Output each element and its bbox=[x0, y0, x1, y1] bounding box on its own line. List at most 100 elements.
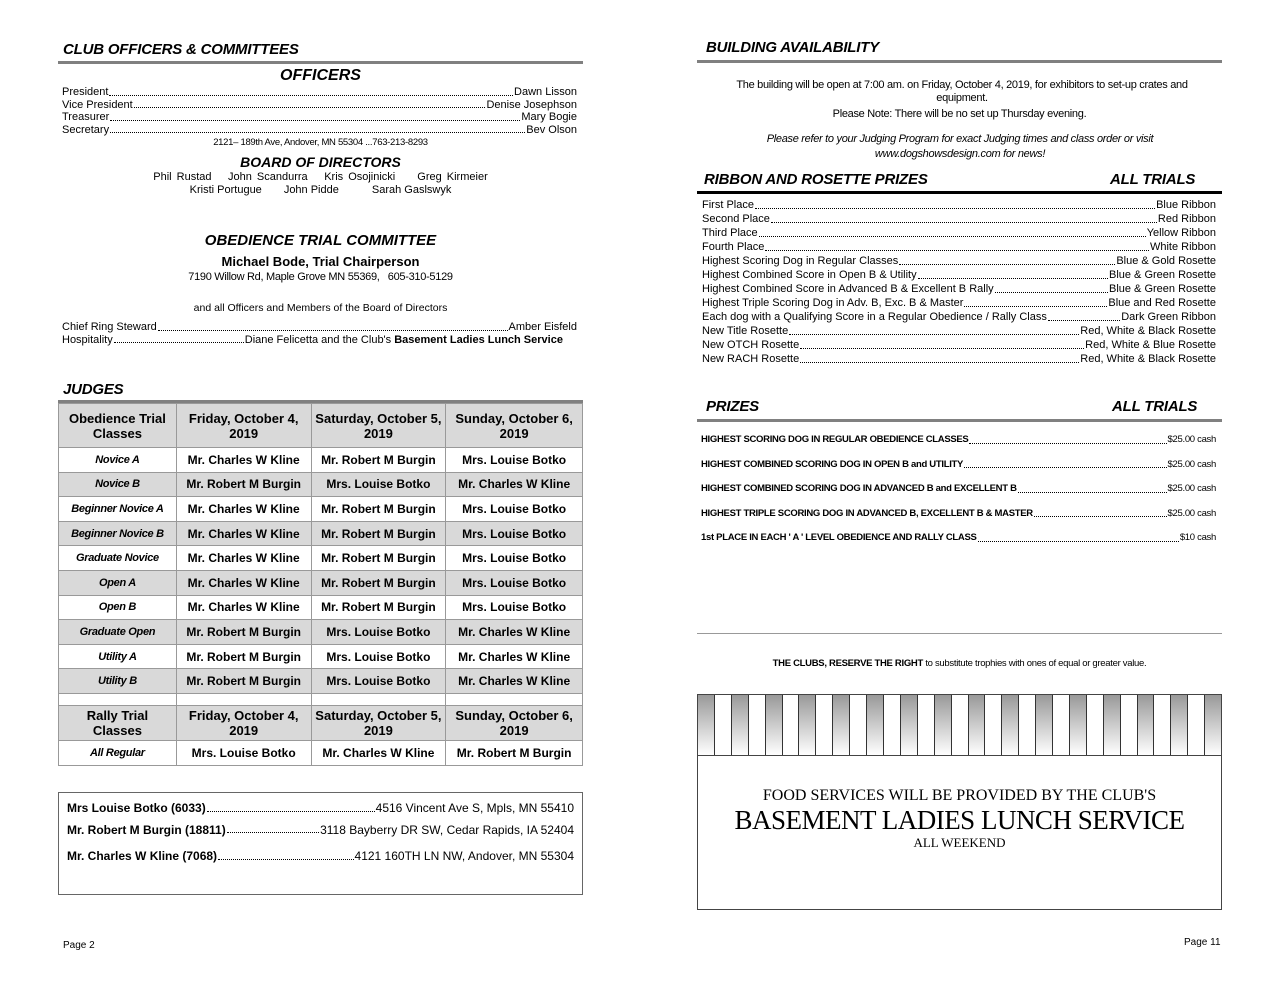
trial-chair: Michael Bode, Trial Chairperson bbox=[221, 254, 420, 269]
table-row: Novice A Mr. Charles W Kline Mr. Robert M … bbox=[58, 447, 583, 473]
class-name: Open A bbox=[58, 569, 177, 596]
stripe-bar bbox=[1019, 695, 1037, 755]
table-row: Open A Mr. Charles W Kline Mr. Robert M Bu… bbox=[58, 569, 583, 596]
leader-row: New Title Rosette Red, White & Black Rose… bbox=[702, 325, 1216, 338]
leader-dots bbox=[157, 321, 508, 331]
judge-address: 4121 160TH LN NW, Andover, MN 55304 bbox=[354, 849, 574, 863]
class-name: Graduate Open bbox=[58, 619, 177, 645]
section-title-ribbons: RIBBON AND ROSETTE PRIZES bbox=[704, 171, 928, 188]
stripe-bar bbox=[985, 695, 1003, 755]
stripe-bar bbox=[698, 695, 715, 755]
stripe-bar bbox=[934, 695, 952, 755]
judge-cell: Mr. Charles W Kline bbox=[175, 594, 312, 621]
table-row: Beginner Novice A Mr. Charles W Kline Mr. … bbox=[58, 496, 583, 522]
judge-cell: Mrs. Louise Botko bbox=[445, 569, 583, 596]
food-services-box: FOOD SERVICES WILL BE PROVIDED BY THE CL… bbox=[697, 755, 1222, 910]
judge-cell: Mr. Robert M Burgin bbox=[310, 496, 447, 522]
stripe-bar bbox=[918, 695, 935, 755]
leader-row: Each dog with a Qualifying Score in a Re… bbox=[702, 311, 1216, 324]
column-header: Friday, October 4, 2019 bbox=[175, 403, 312, 448]
leader-row: President Dawn Lisson bbox=[62, 86, 577, 99]
leader-row: New OTCH Rosette Red, White & Blue Rosett… bbox=[702, 339, 1216, 352]
leader-row: First Place Blue Ribbon bbox=[702, 199, 1216, 212]
row-label: New RACH Rosette bbox=[702, 353, 800, 365]
class-name: Utility B bbox=[58, 668, 177, 694]
board-title: BOARD OF DIRECTORS bbox=[240, 154, 401, 170]
judge-cell: Mr. Charles W Kline bbox=[445, 471, 583, 498]
leader-row: Highest Triple Scoring Dog in Adv. B, Ex… bbox=[702, 297, 1216, 310]
class-name: Open B bbox=[58, 594, 177, 621]
judge-cell: Mr. Robert M Burgin bbox=[310, 520, 447, 547]
leader-dots bbox=[110, 111, 521, 121]
judge-address: 4516 Vincent Ave S, Mpls, MN 55410 bbox=[375, 801, 574, 815]
board-member: John Pidde bbox=[283, 184, 339, 196]
column-header: Rally Trial Classes bbox=[58, 704, 177, 741]
stripe-bar bbox=[833, 695, 851, 755]
leader-row: Vice President Denise Josephson bbox=[62, 99, 577, 112]
reserve-rest: to substitute trophies with ones of equa… bbox=[922, 658, 1147, 669]
row-label: New Title Rosette bbox=[702, 325, 789, 337]
row-value: White Ribbon bbox=[1149, 241, 1216, 253]
leader-dots bbox=[765, 241, 1149, 251]
lunch-service-name: Basement Ladies Lunch Service bbox=[394, 333, 563, 346]
row-label: 1st PLACE IN EACH ' A ' LEVEL OBEDIENCE … bbox=[701, 532, 977, 543]
judge-cell: Mr. Charles W Kline bbox=[175, 496, 312, 522]
row-value: Red, White & Black Rosette bbox=[1080, 353, 1216, 365]
row-label: New OTCH Rosette bbox=[702, 339, 800, 351]
stripe-bar bbox=[900, 695, 918, 755]
table-row: Novice B Mr. Robert M Burgin Mrs. Louise B… bbox=[58, 471, 583, 498]
row-label: President bbox=[62, 86, 109, 98]
table-row: Graduate Novice Mr. Charles W Kline Mr. Ro… bbox=[58, 545, 583, 571]
ribbon-list: First Place Blue Ribbon Second Place Red Ri… bbox=[702, 199, 1216, 367]
leader-dots bbox=[1047, 311, 1121, 321]
leader-dots bbox=[1033, 508, 1167, 517]
row-value: Yellow Ribbon bbox=[1146, 227, 1216, 239]
judge-cell: Mrs. Louise Botko bbox=[310, 471, 447, 498]
judge-cell: Mr. Robert M Burgin bbox=[310, 569, 447, 596]
staff-row: Chief Ring Steward Amber Eisfeld bbox=[62, 321, 577, 334]
judge-cell: Mr. Robert M Burgin bbox=[310, 594, 447, 621]
empty-cell bbox=[445, 692, 583, 706]
stripe-bar bbox=[1137, 695, 1155, 755]
row-value: Denise Josephson bbox=[486, 98, 577, 111]
row-value: Red Ribbon bbox=[1157, 213, 1216, 225]
row-label: HIGHEST COMBINED SCORING DOG IN ADVANCED… bbox=[701, 483, 1017, 494]
leader-dots bbox=[800, 339, 1085, 349]
leader-row: Highest Combined Score in Advanced B & E… bbox=[702, 283, 1216, 296]
row-label: Second Place bbox=[702, 213, 770, 225]
judge-cell: Mr. Charles W Kline bbox=[445, 619, 583, 645]
leader-dots bbox=[109, 86, 514, 96]
board-member: Sarah Gaslswyk bbox=[371, 184, 452, 196]
judge-name: Mr. Robert M Burgin (18811) bbox=[67, 822, 226, 837]
leader-row: HIGHEST COMBINED SCORING DOG IN OPEN B a… bbox=[701, 459, 1216, 472]
prizes-scope: ALL TRIALS bbox=[1112, 398, 1198, 415]
table-row: Beginner Novice B Mr. Charles W Kline Mr. … bbox=[58, 520, 583, 547]
row-value: Bev Olson bbox=[526, 123, 577, 136]
judge-cell: Mrs. Louise Botko bbox=[310, 643, 447, 670]
row-value: $25.00 cash bbox=[1167, 507, 1217, 519]
staff-name: Diane Felicetta and the Club's bbox=[244, 333, 395, 346]
leader-dots bbox=[899, 255, 1116, 265]
judge-address-row: Mr. Robert M Burgin (18811) 3118 Bayberry… bbox=[67, 822, 574, 837]
stripe-bar bbox=[1205, 695, 1222, 755]
leader-row: HIGHEST COMBINED SCORING DOG IN ADVANCED… bbox=[701, 483, 1216, 496]
judge-cell: Mr. Robert M Burgin bbox=[175, 643, 312, 670]
stripe-bar bbox=[1002, 695, 1020, 755]
judge-cell: Mrs. Louise Botko bbox=[445, 447, 583, 473]
column-header: Saturday, October 5, 2019 bbox=[310, 403, 447, 448]
page-number-right: Page 11 bbox=[1184, 937, 1221, 948]
divider bbox=[697, 60, 1222, 63]
row-value: Blue & Green Rosette bbox=[1108, 283, 1216, 295]
leader-dots bbox=[218, 850, 354, 860]
judge-cell: Mrs. Louise Botko bbox=[175, 739, 312, 766]
building-open-text: The building will be open at 7:00 am. on… bbox=[736, 79, 1188, 104]
board-member: Greg Kirmeier bbox=[417, 171, 488, 183]
leader-dots bbox=[789, 325, 1080, 335]
judge-cell: Mr. Robert M Burgin bbox=[175, 619, 312, 645]
leader-row: HIGHEST SCORING DOG IN REGULAR OBEDIENCE… bbox=[701, 434, 1216, 447]
officers-title: OFFICERS bbox=[280, 67, 361, 84]
judge-cell: Mr. Charles W Kline bbox=[175, 569, 312, 596]
page-number-left: Page 2 bbox=[63, 940, 95, 951]
table-row: Utility B Mr. Robert M Burgin Mrs. Louise … bbox=[58, 668, 583, 694]
leader-row: Third Place Yellow Ribbon bbox=[702, 227, 1216, 240]
